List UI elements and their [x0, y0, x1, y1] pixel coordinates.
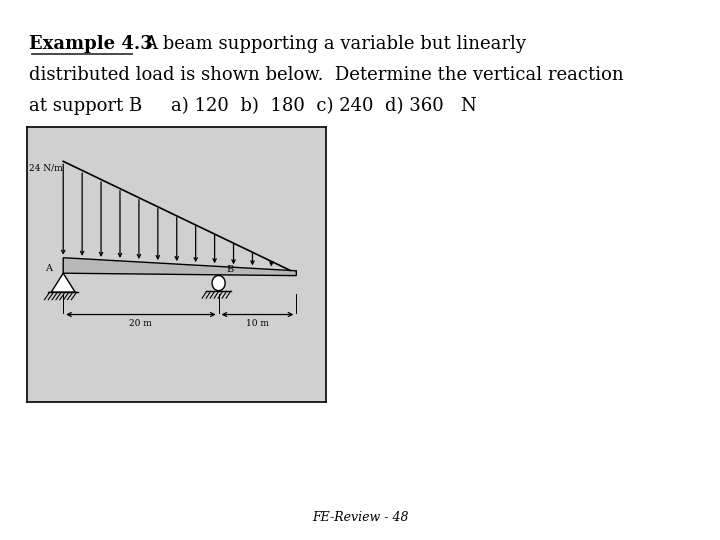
Text: B: B: [227, 265, 234, 274]
Text: Example 4.3: Example 4.3: [29, 35, 153, 53]
Text: A beam supporting a variable but linearly: A beam supporting a variable but linearl…: [144, 35, 526, 53]
Text: FE-Review - 48: FE-Review - 48: [312, 511, 408, 524]
Text: 10 m: 10 m: [246, 319, 269, 328]
Text: A: A: [45, 264, 52, 273]
Circle shape: [212, 275, 225, 291]
Text: distributed load is shown below.  Determine the vertical reaction: distributed load is shown below. Determi…: [29, 66, 624, 84]
Text: 24 N/m: 24 N/m: [29, 163, 63, 172]
Text: at support B     a) 120  b)  180  c) 240  d) 360   N: at support B a) 120 b) 180 c) 240 d) 360…: [29, 97, 477, 115]
Polygon shape: [63, 258, 297, 275]
Text: 20 m: 20 m: [130, 319, 153, 328]
Polygon shape: [51, 273, 75, 292]
